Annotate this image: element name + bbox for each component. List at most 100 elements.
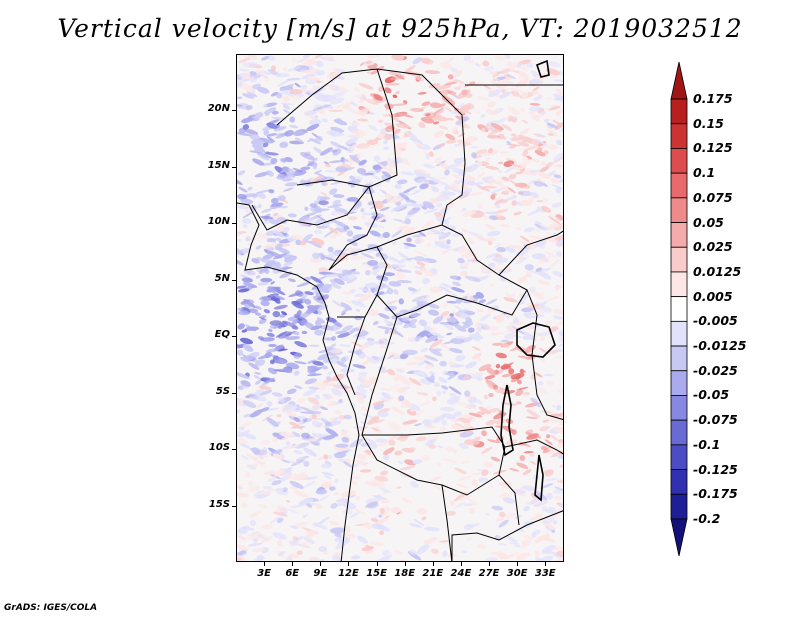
field-blob bbox=[315, 135, 323, 142]
border-niger-chad bbox=[296, 68, 398, 188]
field-blob bbox=[537, 255, 551, 264]
field-blob bbox=[359, 293, 372, 302]
field-blob bbox=[424, 526, 440, 532]
field-blob bbox=[237, 77, 247, 85]
field-blob bbox=[366, 356, 378, 365]
field-blob bbox=[515, 227, 522, 230]
field-blob bbox=[412, 234, 425, 238]
field-blob bbox=[421, 516, 427, 521]
field-blob bbox=[458, 177, 471, 186]
field-blob bbox=[387, 354, 395, 359]
field-blob bbox=[283, 254, 294, 260]
lon-label: 18E bbox=[394, 568, 416, 579]
field-blob bbox=[372, 495, 387, 500]
field-blob bbox=[272, 453, 283, 460]
field-blob bbox=[339, 344, 352, 347]
field-blob bbox=[291, 234, 304, 240]
field-blob bbox=[311, 414, 317, 420]
field-blob bbox=[327, 454, 333, 460]
field-blob bbox=[306, 503, 313, 508]
field-blob bbox=[558, 343, 563, 347]
field-blob bbox=[288, 292, 304, 297]
field-blob bbox=[314, 172, 328, 179]
field-blob bbox=[478, 299, 486, 304]
field-blob bbox=[533, 371, 543, 378]
field-blob bbox=[377, 441, 390, 447]
field-blob bbox=[449, 364, 465, 368]
field-blob bbox=[487, 128, 501, 136]
field-blob bbox=[518, 127, 531, 137]
field-blob bbox=[397, 258, 407, 264]
field-blob bbox=[465, 316, 472, 323]
field-blob bbox=[237, 285, 247, 289]
field-blob bbox=[415, 169, 427, 174]
field-blob bbox=[531, 158, 541, 163]
field-blob bbox=[392, 241, 397, 246]
field-blob bbox=[509, 346, 521, 352]
field-blob bbox=[517, 276, 527, 284]
colorbar-box bbox=[670, 148, 688, 174]
field-blob bbox=[475, 181, 484, 185]
field-blob bbox=[479, 313, 491, 322]
field-blob bbox=[526, 344, 536, 350]
field-blob bbox=[256, 534, 268, 541]
field-blob bbox=[278, 550, 285, 557]
field-blob bbox=[551, 184, 563, 190]
field-blob bbox=[291, 301, 304, 309]
field-blob bbox=[548, 524, 555, 531]
field-blob bbox=[403, 309, 412, 314]
field-blob bbox=[449, 275, 462, 280]
field-blob bbox=[485, 298, 498, 305]
field-blob bbox=[351, 144, 357, 149]
field-blob bbox=[350, 204, 362, 211]
field-blob bbox=[538, 347, 549, 355]
field-blob bbox=[526, 238, 536, 245]
field-blob bbox=[325, 274, 339, 277]
field-blob bbox=[289, 116, 296, 123]
field-blob bbox=[550, 104, 558, 107]
field-blob bbox=[343, 225, 349, 231]
field-blob bbox=[357, 453, 367, 461]
field-blob bbox=[386, 368, 396, 376]
field-blob bbox=[311, 237, 324, 245]
field-blob bbox=[452, 174, 460, 179]
field-blob bbox=[476, 543, 487, 550]
field-blob bbox=[419, 401, 432, 407]
field-blob bbox=[543, 374, 554, 377]
field-blob bbox=[423, 540, 430, 545]
field-blob bbox=[332, 194, 345, 198]
field-blob bbox=[247, 308, 258, 314]
field-blob bbox=[414, 238, 421, 245]
field-blob bbox=[316, 317, 326, 324]
colorbar-box bbox=[670, 222, 688, 248]
field-blob bbox=[382, 447, 395, 455]
field-blob bbox=[314, 417, 324, 421]
field-blob bbox=[490, 332, 498, 337]
field-blob bbox=[249, 511, 262, 517]
field-blob bbox=[286, 411, 297, 418]
field-blob bbox=[320, 192, 328, 196]
field-blob bbox=[289, 540, 300, 546]
field-blob bbox=[258, 267, 268, 275]
field-blob bbox=[243, 344, 254, 352]
field-blob bbox=[553, 285, 563, 289]
field-blob bbox=[524, 264, 534, 271]
field-blob bbox=[346, 238, 354, 243]
field-blob bbox=[237, 239, 242, 242]
field-blob bbox=[482, 60, 490, 67]
field-blob bbox=[237, 556, 242, 561]
field-blob bbox=[334, 249, 343, 253]
field-blob bbox=[425, 438, 437, 446]
field-blob bbox=[346, 196, 359, 202]
field-blob bbox=[526, 168, 532, 173]
field-blob bbox=[433, 382, 440, 388]
field-blob bbox=[465, 275, 481, 282]
field-blob bbox=[271, 116, 287, 120]
field-blob bbox=[271, 480, 282, 486]
field-blob bbox=[453, 143, 461, 147]
field-blob bbox=[552, 270, 563, 278]
field-blob bbox=[276, 224, 285, 232]
field-blob bbox=[534, 300, 548, 310]
field-blob bbox=[555, 187, 562, 194]
field-blob bbox=[355, 385, 368, 394]
